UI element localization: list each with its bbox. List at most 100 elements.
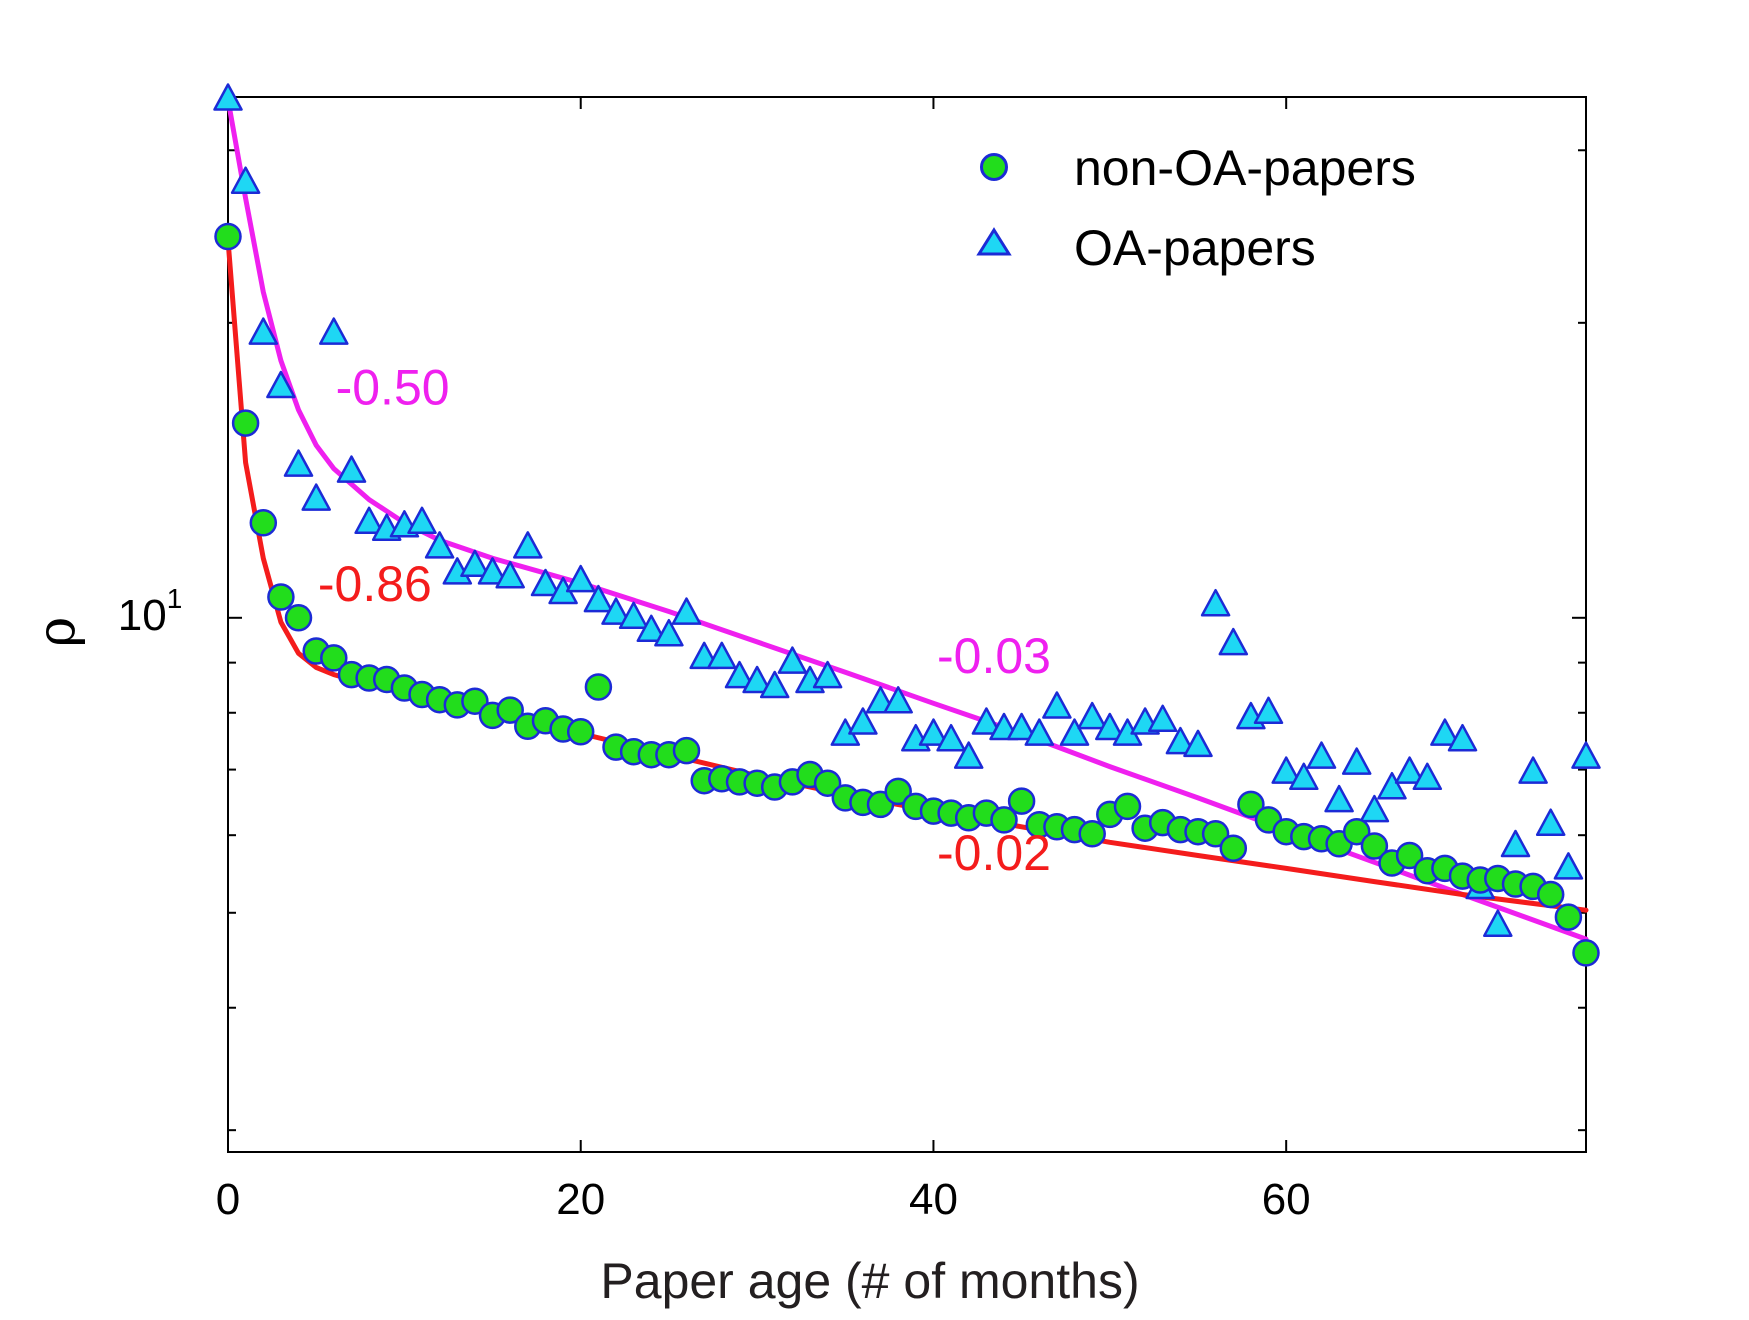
non-oa-point (990, 806, 1018, 834)
slope-label: -0.50 (336, 360, 450, 416)
y-axis-title: ρ (27, 617, 87, 648)
non-oa-point (1395, 841, 1424, 870)
non-oa-point (214, 222, 242, 251)
oa-point (1200, 588, 1231, 617)
oa-point (1518, 756, 1548, 784)
non-oa-point (566, 718, 595, 746)
oa-point (460, 549, 490, 578)
non-oa-point (813, 769, 842, 797)
oa-point (283, 449, 314, 477)
oa-point (936, 723, 966, 752)
slope-label: -0.03 (937, 628, 1051, 684)
oa-point (1095, 712, 1125, 741)
oa-point (601, 597, 631, 625)
oa-point (565, 564, 596, 593)
oa-point (336, 455, 367, 483)
non-oa-point (496, 696, 524, 724)
oa-point (1165, 726, 1196, 755)
oa-point (707, 641, 737, 670)
oa-point (1447, 723, 1478, 752)
plot-area-border (227, 96, 1587, 1153)
oa-point (1324, 784, 1354, 813)
data-markers (213, 83, 1601, 967)
oa-point (230, 166, 261, 194)
oa-point (1483, 909, 1513, 937)
oa-point (1394, 756, 1425, 784)
oa-point (671, 597, 702, 625)
oa-point (1289, 762, 1319, 791)
non-oa-point (1201, 820, 1230, 848)
non-oa-point (249, 509, 278, 537)
oa-point (495, 560, 525, 589)
oa-point (1341, 747, 1372, 775)
oa-point (1377, 771, 1407, 800)
oa-point (266, 370, 296, 399)
non-oa-point (1007, 787, 1036, 815)
oa-point (1183, 729, 1213, 758)
legend-marker-oa (976, 227, 1012, 256)
non-oa-point (884, 777, 912, 806)
oa-point (759, 670, 790, 699)
non-oa-point (1360, 832, 1389, 860)
oa-point (636, 614, 667, 643)
oa-point (1253, 696, 1284, 725)
slope-label: -0.02 (937, 825, 1051, 881)
x-tick-label: 60 (1262, 1175, 1311, 1224)
non-oa-point (1219, 834, 1248, 862)
non-oa-point (461, 687, 489, 715)
slope-annotations: -0.50 -0.86 -0.03 -0.02 (318, 360, 1051, 881)
x-axis-title: Paper age (# of months) (600, 1253, 1139, 1309)
oa-point (1535, 808, 1566, 836)
legend-marker-non-oa (980, 153, 1008, 181)
oa-point (1077, 701, 1107, 730)
non-oa-point (1572, 939, 1600, 967)
oa-point (407, 506, 437, 535)
oa-point (1553, 852, 1584, 880)
non-oa-point (672, 736, 701, 765)
legend-label-non-oa: non-OA-papers (1074, 140, 1416, 196)
y-tick-base: 10 (118, 591, 167, 640)
legend: non-OA-papers OA-papers (976, 140, 1416, 276)
oa-point (1059, 718, 1090, 746)
oa-point (1006, 712, 1037, 741)
oa-point (354, 506, 384, 535)
oa-point (777, 646, 808, 674)
oa-point (530, 568, 561, 597)
oa-point (654, 618, 684, 647)
non-oa-point (1554, 903, 1583, 931)
non-oa-point (1342, 817, 1371, 846)
oa-point (618, 601, 649, 630)
oa-point (1024, 718, 1055, 746)
oa-point (1571, 741, 1601, 769)
oa-point (883, 686, 913, 714)
oa-point (742, 665, 772, 694)
oa-point (1218, 627, 1249, 656)
non-oa-point (284, 604, 313, 632)
oa-point (513, 531, 543, 559)
x-tick-label: 20 (556, 1175, 605, 1224)
oa-point (424, 531, 455, 559)
oa-point (1271, 756, 1301, 784)
axes: Paper age (# of months) ρ 101 0 20 40 60 (27, 583, 1311, 1309)
legend-label-oa: OA-papers (1074, 220, 1316, 276)
oa-point (724, 660, 755, 689)
y-tick-label-10: 101 (118, 583, 183, 640)
oa-point (848, 707, 878, 735)
plot-frame (227, 96, 1587, 1153)
oa-point (248, 317, 279, 345)
non-oa-point (267, 583, 295, 611)
non-oa-point (584, 673, 613, 701)
oa-point (319, 317, 349, 345)
non-oa-point (1078, 820, 1106, 848)
oa-point (1500, 829, 1531, 858)
oa-point (301, 483, 331, 511)
oa-point (1147, 704, 1178, 733)
oa-point (477, 557, 508, 585)
oa-point (583, 584, 614, 613)
oa-point (971, 707, 1002, 735)
x-tick-label: 40 (909, 1175, 958, 1224)
oa-point (1430, 718, 1460, 746)
non-oa-point (1237, 790, 1265, 819)
oa-point (1412, 762, 1443, 791)
